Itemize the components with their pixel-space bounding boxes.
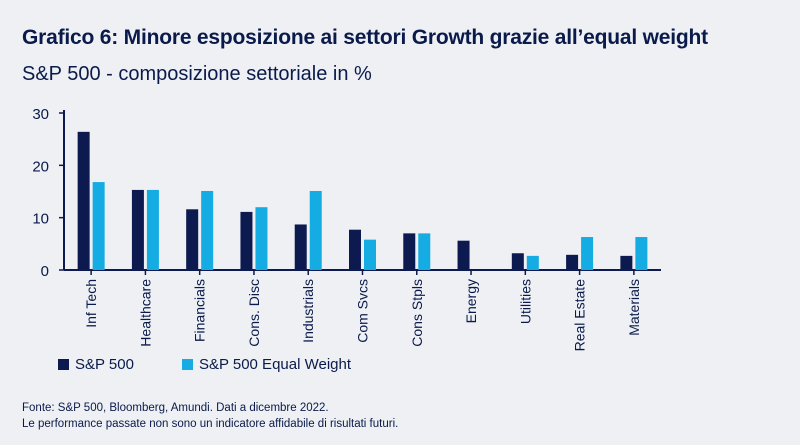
- bar-equal-weight: [581, 237, 594, 270]
- y-tick-label: 20: [32, 158, 49, 175]
- bar-sp500: [131, 189, 144, 270]
- x-category-label: Utilities: [517, 279, 533, 324]
- legend-swatch-equal-weight: [181, 359, 193, 370]
- x-category-label: Materials: [626, 279, 642, 336]
- bar-equal-weight: [309, 190, 322, 270]
- x-category-label: Financials: [192, 279, 208, 342]
- bar-sp500: [294, 224, 307, 270]
- x-category-label: Real Estate: [572, 279, 588, 352]
- disclaimer-note: Le performance passate non sono un indic…: [22, 418, 399, 430]
- legend: S&P 500 S&P 500 Equal Weight: [58, 356, 399, 373]
- x-category-label: Industrials: [300, 279, 316, 343]
- bar-sp500: [77, 131, 90, 270]
- legend-label-equal-weight: S&P 500 Equal Weight: [198, 356, 352, 373]
- y-tick-label: 0: [41, 263, 49, 280]
- bar-sp500: [349, 229, 361, 270]
- bar-equal-weight: [635, 237, 648, 270]
- bar-equal-weight: [146, 189, 159, 270]
- x-category-label: Cons Stpls: [409, 279, 425, 347]
- legend-label-sp500: S&P 500: [75, 356, 134, 373]
- legend-swatch-sp500: [58, 359, 69, 370]
- x-category-label: Energy: [463, 279, 479, 323]
- bar-sp500: [240, 211, 253, 270]
- bar-equal-weight: [92, 182, 105, 270]
- chart-title: Grafico 6: Minore esposizione ai settori…: [22, 26, 708, 49]
- y-tick-label: 10: [32, 211, 49, 228]
- bar-sp500: [186, 209, 199, 270]
- legend-item-equal-weight: S&P 500 Equal Weight: [181, 356, 352, 373]
- bar-equal-weight: [201, 190, 214, 270]
- legend-item-sp500: S&P 500: [58, 356, 134, 373]
- x-category-label: Com Svcs: [355, 279, 371, 343]
- bar-sp500: [457, 240, 470, 270]
- y-tick-label: 30: [32, 106, 49, 123]
- bar-sp500: [403, 233, 416, 270]
- x-category-label: Cons. Disc: [246, 279, 262, 347]
- bar-sp500: [620, 255, 633, 270]
- bar-equal-weight: [526, 255, 539, 270]
- bar-equal-weight: [418, 233, 431, 270]
- bar-equal-weight: [364, 239, 376, 270]
- source-note: Fonte: S&P 500, Bloomberg, Amundi. Dati …: [22, 402, 329, 414]
- x-category-label: Inf Tech: [83, 279, 99, 328]
- chart-subtitle: S&P 500 - composizione settoriale in %: [22, 63, 372, 85]
- bar-equal-weight: [255, 207, 268, 270]
- footer: Fonte: S&P 500, Bloomberg, Amundi. Dati …: [22, 400, 398, 432]
- x-category-label: Healthcare: [137, 279, 153, 347]
- bar-sp500: [566, 254, 579, 270]
- bar-sp500: [511, 253, 524, 270]
